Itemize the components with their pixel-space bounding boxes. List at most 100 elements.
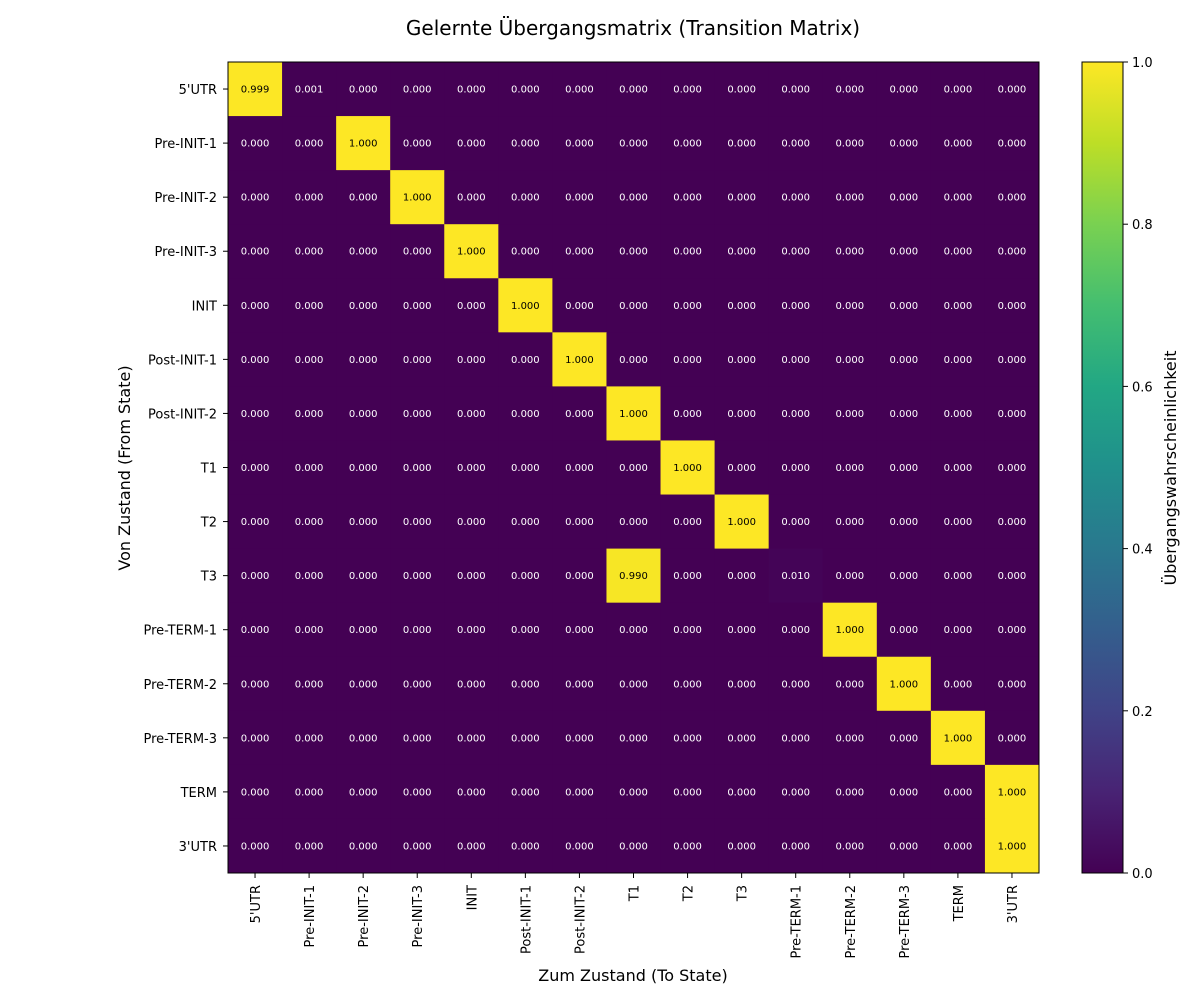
cell-value-label: 0.000 — [403, 625, 432, 636]
cell-value-label: 0.000 — [998, 463, 1027, 474]
cell-value-label: 0.000 — [890, 85, 919, 96]
heatmap-cell — [228, 170, 283, 225]
cell-value-label: 0.000 — [890, 247, 919, 258]
cell-value-label: 0.000 — [998, 355, 1027, 366]
cell-value-label: 0.000 — [349, 841, 378, 852]
heatmap-cell — [714, 494, 770, 550]
heatmap-cell — [606, 494, 662, 550]
heatmap-cell — [822, 818, 878, 874]
cell-value-label: 0.000 — [511, 85, 540, 96]
heatmap-cell — [552, 62, 607, 117]
heatmap-cell — [822, 656, 878, 712]
heatmap-cell — [606, 818, 662, 874]
heatmap-cell — [606, 278, 662, 333]
heatmap-cell — [768, 494, 824, 550]
cell-value-label: 0.000 — [673, 517, 702, 528]
heatmap-cell — [336, 818, 391, 874]
y-tick-label: 5'UTR — [179, 83, 217, 98]
cell-value-label: 0.000 — [403, 571, 432, 582]
heatmap-cell — [660, 116, 716, 171]
cell-value-label: 0.000 — [944, 841, 973, 852]
heatmap-cell — [606, 116, 662, 171]
colorbar — [1081, 61, 1124, 874]
cell-value-label: 0.000 — [998, 409, 1027, 420]
x-tick-label: Pre-INIT-2 — [357, 885, 372, 947]
x-axis-label: Zum Zustand (To State) — [538, 966, 727, 985]
cell-value-label: 0.000 — [565, 679, 594, 690]
heatmap-cell — [498, 62, 553, 117]
heatmap-cell — [984, 602, 1040, 658]
heatmap-cell — [768, 224, 824, 279]
cell-value-label: 0.000 — [403, 733, 432, 744]
heatmap-cell — [822, 602, 878, 658]
x-tick-label: Post-INIT-1 — [519, 885, 534, 954]
heatmap-cell — [822, 386, 878, 441]
heatmap-cell — [822, 548, 878, 604]
heatmap-cell — [876, 440, 932, 496]
heatmap-cell — [984, 170, 1040, 225]
cell-value-label: 0.000 — [944, 787, 973, 798]
cell-value-label: 0.000 — [835, 571, 864, 582]
cell-value-label: 0.000 — [890, 301, 919, 312]
heatmap-cell — [606, 656, 662, 712]
cell-value-label: 0.000 — [565, 733, 594, 744]
heatmap-cell — [984, 332, 1040, 387]
cell-value-label: 0.000 — [565, 193, 594, 204]
heatmap-cell — [714, 224, 770, 279]
heatmap-cell — [390, 494, 445, 550]
cell-value-label: 0.000 — [457, 679, 486, 690]
cell-value-label: 0.000 — [727, 463, 756, 474]
heatmap-cell — [444, 278, 499, 333]
heatmap-cell — [336, 278, 391, 333]
heatmap-cell — [984, 224, 1040, 279]
heatmap-cell — [606, 62, 662, 117]
heatmap-cell — [498, 764, 553, 820]
cell-value-label: 0.000 — [781, 625, 810, 636]
cell-value-label: 0.000 — [727, 787, 756, 798]
cell-value-label: 0.000 — [673, 355, 702, 366]
cell-value-label: 0.000 — [349, 85, 378, 96]
cell-value-label: 0.000 — [944, 355, 973, 366]
heatmap-cell — [714, 332, 770, 387]
cell-value-label: 0.000 — [457, 841, 486, 852]
cell-value-label: 0.000 — [295, 733, 324, 744]
cell-value-label: 0.000 — [349, 733, 378, 744]
cell-value-label: 0.000 — [890, 463, 919, 474]
cell-value-label: 0.000 — [349, 517, 378, 528]
cell-value-label: 1.000 — [998, 841, 1027, 852]
heatmap-cell — [444, 656, 499, 712]
cell-value-label: 0.000 — [998, 247, 1027, 258]
cell-value-label: 0.000 — [619, 301, 648, 312]
y-tick-label: T1 — [200, 462, 217, 477]
cell-value-label: 0.000 — [511, 787, 540, 798]
heatmap-cell — [282, 602, 337, 658]
heatmap-cell — [984, 548, 1040, 604]
cell-value-label: 0.000 — [511, 625, 540, 636]
heatmap-cell — [606, 170, 662, 225]
heatmap-cell — [336, 764, 391, 820]
heatmap-cell — [336, 224, 391, 279]
x-tick-label: INIT — [465, 885, 480, 910]
heatmap-cell — [714, 710, 770, 766]
cell-value-label: 0.000 — [511, 355, 540, 366]
heatmap-cell — [282, 548, 337, 604]
cell-value-label: 0.000 — [781, 841, 810, 852]
heatmap-cell — [876, 224, 932, 279]
heatmap-cell — [660, 710, 716, 766]
cell-value-label: 0.000 — [727, 409, 756, 420]
cell-value-label: 0.000 — [241, 409, 270, 420]
cell-value-label: 0.000 — [944, 463, 973, 474]
heatmap-cell — [660, 818, 716, 874]
cell-value-label: 0.000 — [349, 679, 378, 690]
cell-value-label: 0.000 — [295, 193, 324, 204]
heatmap-cells — [228, 62, 1040, 874]
cell-value-label: 0.000 — [944, 301, 973, 312]
heatmap-cell — [660, 62, 716, 117]
heatmap-cell — [552, 224, 607, 279]
heatmap-cell — [822, 116, 878, 171]
x-tick-label: Pre-INIT-1 — [303, 885, 318, 947]
cell-value-label: 0.000 — [998, 517, 1027, 528]
heatmap-cell — [984, 440, 1040, 496]
cell-value-label: 0.000 — [835, 463, 864, 474]
heatmap-cell — [444, 710, 499, 766]
